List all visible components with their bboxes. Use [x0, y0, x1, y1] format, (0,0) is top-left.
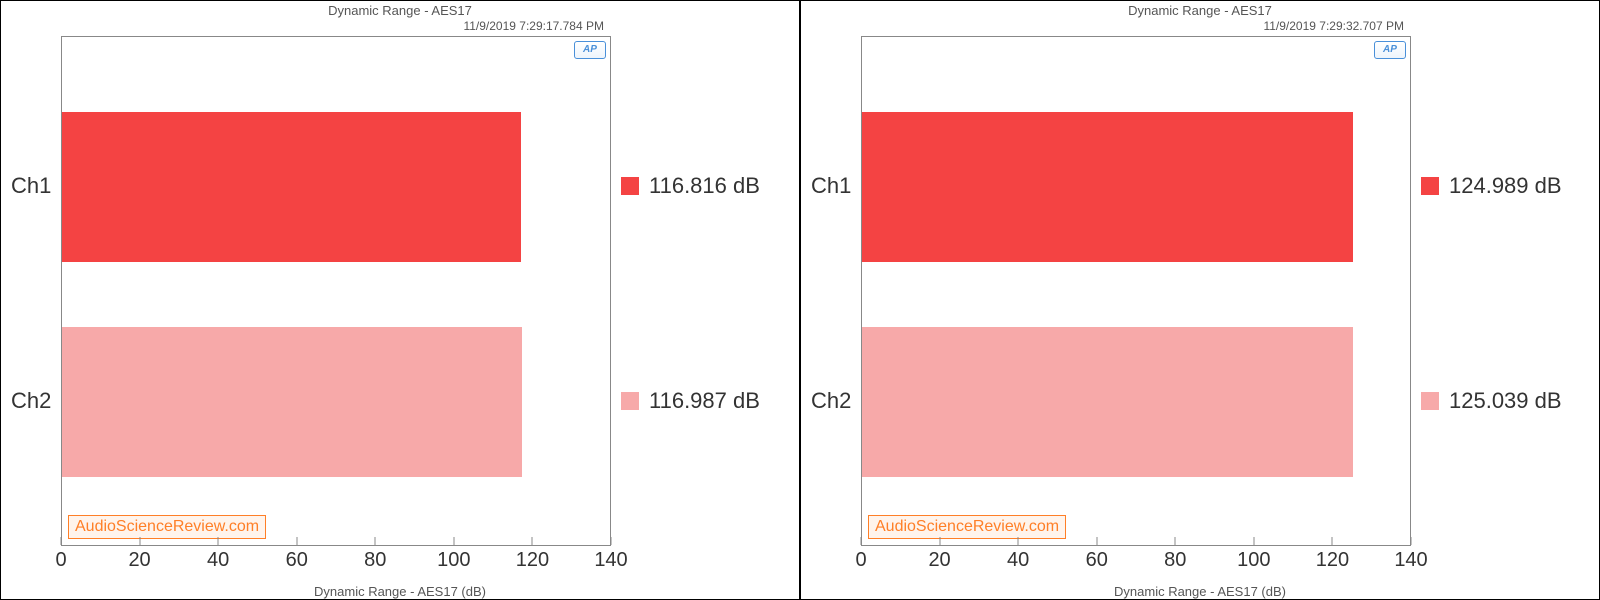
x-tick-mark — [939, 537, 940, 545]
swatch-ch1 — [1421, 177, 1439, 195]
x-tick-mark — [861, 537, 862, 545]
x-tick-mark — [1332, 537, 1333, 545]
x-tick-mark — [1411, 537, 1412, 545]
x-tick-mark — [453, 537, 454, 545]
x-tick-label: 100 — [1237, 549, 1270, 572]
legend-ch2: 125.039 dB — [1421, 388, 1562, 414]
chart-panel-left: Dynamic Range - AES17 11/9/2019 7:29:17.… — [0, 0, 800, 600]
x-tick-label: 60 — [286, 549, 308, 572]
x-tick-mark — [1096, 537, 1097, 545]
bar-ch1 — [62, 112, 521, 262]
y-category-ch2: Ch2 — [11, 388, 51, 414]
x-tick-label: 40 — [1007, 549, 1029, 572]
ap-logo-icon: AP — [1374, 41, 1406, 59]
x-tick-mark — [611, 537, 612, 545]
timestamp: 11/9/2019 7:29:32.707 PM — [1263, 19, 1404, 33]
x-tick-label: 20 — [928, 549, 950, 572]
x-tick-label: 80 — [1164, 549, 1186, 572]
swatch-ch2 — [1421, 392, 1439, 410]
bar-ch2 — [62, 327, 522, 477]
x-tick-mark — [61, 537, 62, 545]
plot-area: AP AudioScienceReview.com — [61, 36, 611, 546]
y-category-ch1: Ch1 — [11, 173, 51, 199]
x-tick-mark — [1253, 537, 1254, 545]
panel-top-title: Dynamic Range - AES17 — [328, 3, 472, 18]
value-label-ch1: 124.989 dB — [1449, 173, 1562, 199]
watermark: AudioScienceReview.com — [68, 515, 266, 539]
legend-ch1: 124.989 dB — [1421, 173, 1562, 199]
x-tick-label: 140 — [1394, 549, 1427, 572]
panel-top-title: Dynamic Range - AES17 — [1128, 3, 1272, 18]
legend-ch1: 116.816 dB — [621, 173, 760, 199]
x-tick-label: 80 — [364, 549, 386, 572]
plot-area: AP AudioScienceReview.com — [861, 36, 1411, 546]
legend-ch2: 116.987 dB — [621, 388, 760, 414]
x-tick-label: 40 — [207, 549, 229, 572]
value-label-ch2: 125.039 dB — [1449, 388, 1562, 414]
x-tick-label: 140 — [594, 549, 627, 572]
x-tick-label: 100 — [437, 549, 470, 572]
x-tick-mark — [296, 537, 297, 545]
watermark: AudioScienceReview.com — [868, 515, 1066, 539]
x-tick-label: 120 — [516, 549, 549, 572]
x-tick-label: 0 — [55, 549, 66, 572]
x-tick-mark — [532, 537, 533, 545]
x-tick-mark — [1018, 537, 1019, 545]
x-axis-title: Dynamic Range - AES17 (dB) — [1114, 584, 1286, 599]
ap-logo-icon: AP — [574, 41, 606, 59]
value-label-ch1: 116.816 dB — [649, 173, 760, 199]
x-tick-mark — [218, 537, 219, 545]
chart-panel-right: Dynamic Range - AES17 11/9/2019 7:29:32.… — [800, 0, 1600, 600]
x-axis: 020406080100120140 — [61, 545, 611, 581]
x-tick-label: 20 — [128, 549, 150, 572]
swatch-ch2 — [621, 392, 639, 410]
x-tick-label: 60 — [1086, 549, 1108, 572]
swatch-ch1 — [621, 177, 639, 195]
x-axis-title: Dynamic Range - AES17 (dB) — [314, 584, 486, 599]
timestamp: 11/9/2019 7:29:17.784 PM — [463, 19, 604, 33]
bar-ch1 — [862, 112, 1353, 262]
y-category-ch2: Ch2 — [811, 388, 851, 414]
x-tick-mark — [139, 537, 140, 545]
x-tick-mark — [1175, 537, 1176, 545]
x-tick-label: 0 — [855, 549, 866, 572]
x-tick-mark — [375, 537, 376, 545]
x-tick-label: 120 — [1316, 549, 1349, 572]
x-axis: 020406080100120140 — [861, 545, 1411, 581]
bar-ch2 — [862, 327, 1353, 477]
y-category-ch1: Ch1 — [811, 173, 851, 199]
value-label-ch2: 116.987 dB — [649, 388, 760, 414]
